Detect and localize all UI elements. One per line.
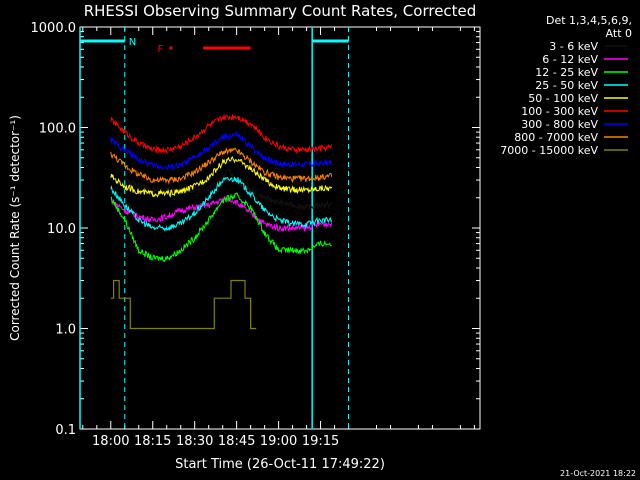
x-tick-label: 18:45 bbox=[218, 434, 255, 449]
series-line bbox=[110, 130, 333, 172]
chart-title: RHESSI Observing Summary Count Rates, Co… bbox=[84, 2, 477, 20]
x-tick-label: 18:30 bbox=[176, 434, 213, 449]
legend-label: 50 - 100 keV bbox=[528, 92, 598, 105]
legend-header-line: Att 0 bbox=[606, 27, 632, 40]
legend-label: 25 - 50 keV bbox=[535, 79, 598, 92]
legend-header: Det 1,3,4,5,6,9, Att 0 bbox=[546, 14, 632, 40]
series-line bbox=[110, 192, 332, 263]
x-tick-label: 18:00 bbox=[92, 434, 129, 449]
x-tick-label: 19:15 bbox=[302, 434, 339, 449]
legend-label: 3 - 6 keV bbox=[549, 40, 598, 53]
series-line bbox=[110, 279, 257, 330]
flag-f-label: F bbox=[158, 44, 164, 55]
y-tick-label: 100.0 bbox=[39, 122, 76, 137]
y-tick-label: 1.0 bbox=[55, 323, 76, 338]
series-line bbox=[110, 114, 333, 155]
y-axis-label: Corrected Count Rate (s⁻¹ detector⁻¹) bbox=[8, 115, 22, 341]
series-line bbox=[110, 176, 333, 232]
legend-header-line: Det 1,3,4,5,6,9, bbox=[546, 14, 632, 27]
footer-timestamp: 21-Oct-2021 18:22 bbox=[560, 469, 636, 478]
legend-label: 100 - 300 keV bbox=[521, 105, 598, 118]
x-axis-label: Start Time (26-Oct-11 17:49:22) bbox=[175, 457, 385, 472]
series-line bbox=[110, 156, 333, 198]
y-tick-label: 1000.0 bbox=[31, 21, 77, 36]
legend-label: 300 - 800 keV bbox=[521, 118, 598, 131]
series-line bbox=[110, 194, 333, 233]
legend-label: 12 - 25 keV bbox=[535, 66, 598, 79]
y-tick-label: 0.1 bbox=[55, 423, 76, 438]
y-tick-label: 10.0 bbox=[47, 222, 76, 237]
plot-area: 1000.0 100.0 10.0 1.0 0.1 18:00 18:15 18:30 18:4… bbox=[31, 21, 628, 449]
legend-label: 6 - 12 keV bbox=[542, 53, 598, 66]
series-line bbox=[110, 147, 333, 185]
legend-label: 800 - 7000 keV bbox=[514, 131, 598, 144]
x-tick-label: 18:15 bbox=[134, 434, 171, 449]
flag-n-label: N bbox=[129, 37, 136, 48]
legend-label: 7000 - 15000 keV bbox=[500, 144, 598, 157]
x-tick-label: 19:00 bbox=[260, 434, 297, 449]
